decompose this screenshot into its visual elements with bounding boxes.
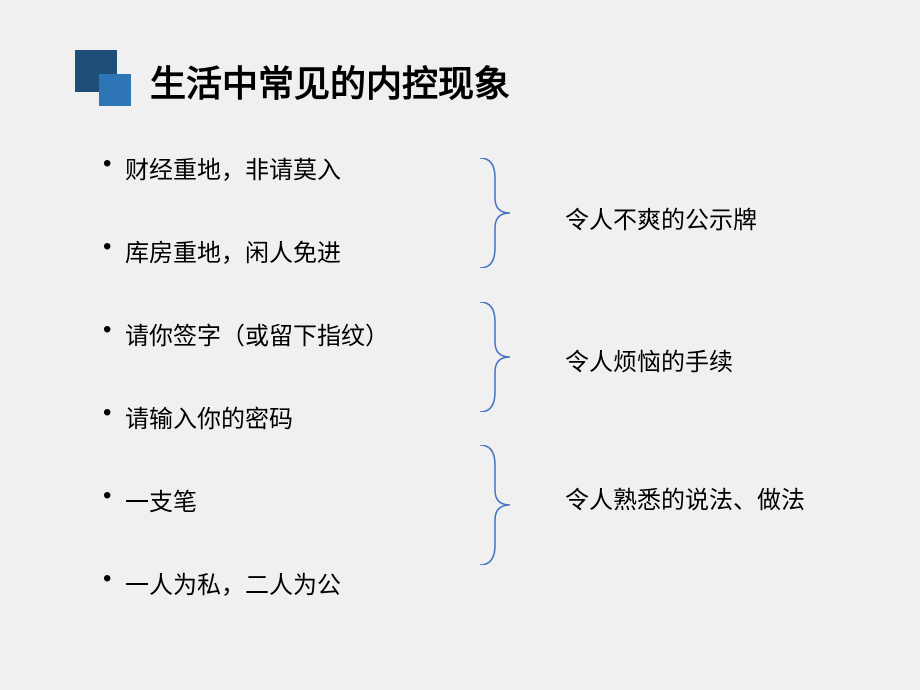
bullet-item: 请你签字（或留下指纹） (95, 316, 389, 351)
square-front (99, 74, 131, 106)
brace-icon (475, 158, 515, 268)
bullet-item: 一人为私，二人为公 (95, 565, 389, 600)
bullet-item: 一支笔 (95, 482, 389, 517)
brace-icon (475, 445, 515, 565)
annotation-label: 令人不爽的公示牌 (565, 200, 757, 235)
annotation-label: 令人烦恼的手续 (565, 342, 733, 377)
bullet-item: 库房重地，闲人免进 (95, 233, 389, 268)
bullet-item: 财经重地，非请莫入 (95, 150, 389, 185)
annotation-label: 令人熟悉的说法、做法 (565, 480, 815, 515)
bullet-list: 财经重地，非请莫入 库房重地，闲人免进 请你签字（或留下指纹） 请输入你的密码 … (95, 150, 389, 648)
brace-icon (475, 302, 515, 412)
page-title: 生活中常见的内控现象 (150, 55, 510, 107)
bullet-item: 请输入你的密码 (95, 399, 389, 434)
